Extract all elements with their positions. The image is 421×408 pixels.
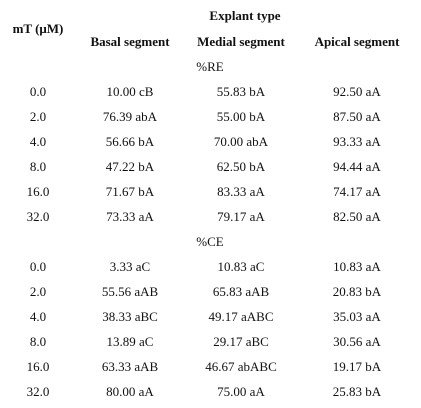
- row-label: 2.0: [30, 109, 46, 124]
- table-cell: 94.44 aA: [333, 159, 381, 174]
- row-header: mT (μM): [13, 21, 64, 36]
- table-cell: 93.33 aA: [333, 134, 381, 149]
- table-cell: 47.22 bA: [106, 159, 155, 174]
- table-cell: 55.00 bA: [217, 109, 266, 124]
- table-cell: 71.67 bA: [106, 184, 155, 199]
- table-cell: 62.50 bA: [217, 159, 266, 174]
- row-label: 32.0: [27, 384, 50, 399]
- table-cell: 25.83 bA: [333, 384, 382, 399]
- row-label: 0.0: [30, 84, 46, 99]
- table-cell: 63.33 aAB: [102, 359, 159, 374]
- section-label: %RE: [196, 59, 224, 74]
- row-label: 2.0: [30, 284, 46, 299]
- row-label: 16.0: [27, 359, 50, 374]
- column-header: Medial segment: [197, 34, 285, 49]
- row-label: 4.0: [30, 134, 46, 149]
- table-cell: 30.56 aA: [333, 334, 381, 349]
- table-cell: 19.17 bA: [333, 359, 382, 374]
- row-label: 4.0: [30, 309, 46, 324]
- table-cell: 38.33 aBC: [102, 309, 158, 324]
- table-cell: 82.50 aA: [333, 209, 381, 224]
- table-cell: 10.83 aC: [218, 259, 265, 274]
- group-header: Explant type: [209, 8, 280, 23]
- table-cell: 87.50 aA: [333, 109, 381, 124]
- table-cell: 46.67 abABC: [205, 359, 277, 374]
- row-label: 0.0: [30, 259, 46, 274]
- column-header: Apical segment: [315, 34, 401, 49]
- table-cell: 73.33 aA: [106, 209, 154, 224]
- table-cell: 3.33 aC: [110, 259, 150, 274]
- row-label: 16.0: [27, 184, 50, 199]
- table-cell: 49.17 aABC: [209, 309, 274, 324]
- section-label: %CE: [196, 234, 224, 249]
- table-cell: 83.33 aA: [217, 184, 265, 199]
- table-cell: 56.66 bA: [106, 134, 155, 149]
- row-label: 8.0: [30, 159, 46, 174]
- table-cell: 74.17 aA: [333, 184, 381, 199]
- table-cell: 92.50 aA: [333, 84, 381, 99]
- table-cell: 55.56 aAB: [102, 284, 159, 299]
- column-header: Basal segment: [90, 34, 170, 49]
- table-cell: 29.17 aBC: [213, 334, 269, 349]
- table-cell: 10.83 aA: [333, 259, 381, 274]
- table-cell: 20.83 bA: [333, 284, 382, 299]
- table-cell: 79.17 aA: [217, 209, 265, 224]
- table-cell: 35.03 aA: [333, 309, 381, 324]
- table-cell: 10.00 cB: [107, 84, 154, 99]
- table-cell: 65.83 aAB: [213, 284, 270, 299]
- row-label: 32.0: [27, 209, 50, 224]
- row-label: 8.0: [30, 334, 46, 349]
- table-cell: 13.89 aC: [107, 334, 154, 349]
- table-cell: 70.00 abA: [214, 134, 269, 149]
- table-cell: 55.83 bA: [217, 84, 266, 99]
- table-cell: 75.00 aA: [217, 384, 265, 399]
- table-cell: 76.39 abA: [103, 109, 158, 124]
- table-cell: 80.00 aA: [106, 384, 154, 399]
